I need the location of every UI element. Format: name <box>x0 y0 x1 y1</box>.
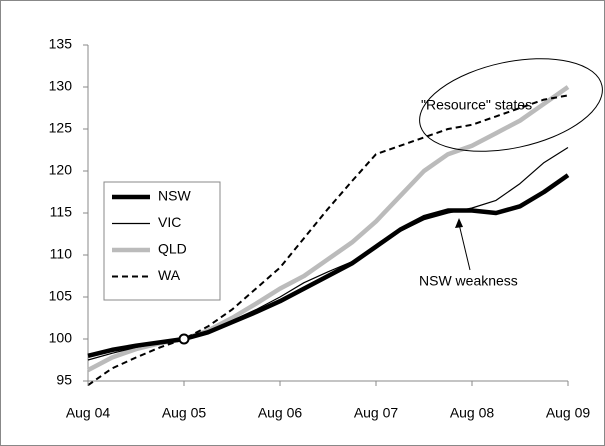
annotation: "Resource" states <box>421 97 532 113</box>
y-tick-label: 105 <box>49 288 73 304</box>
y-tick-label: 110 <box>50 246 73 262</box>
legend-box <box>103 181 221 301</box>
x-tick-label: Aug 05 <box>162 405 207 421</box>
y-tick-label: 95 <box>56 372 72 388</box>
y-tick-label: 130 <box>49 78 73 94</box>
legend-label: VIC <box>158 214 181 230</box>
x-tick-label: Aug 04 <box>66 405 111 421</box>
y-tick-label: 120 <box>49 162 73 178</box>
series-line <box>87 173 570 358</box>
arrow-head <box>455 218 463 228</box>
x-tick-label: Aug 07 <box>354 405 399 421</box>
legend-label: WA <box>158 267 181 283</box>
x-tick-label: Aug 06 <box>258 405 303 421</box>
x-tick-label: Aug 08 <box>450 405 495 421</box>
annotation: NSW weakness <box>419 273 518 289</box>
base-marker <box>178 333 190 345</box>
x-tick-label: Aug 09 <box>546 405 591 421</box>
y-tick-label: 135 <box>49 36 73 52</box>
y-tick-label: 100 <box>49 330 73 346</box>
y-tick-label: 125 <box>49 120 73 136</box>
annotation-arrow <box>458 223 471 271</box>
legend-label: NSW <box>158 188 191 204</box>
highlight-ellipse <box>419 58 603 152</box>
series-line <box>87 94 569 387</box>
legend-label: QLD <box>158 241 187 257</box>
y-tick-label: 115 <box>50 204 73 220</box>
